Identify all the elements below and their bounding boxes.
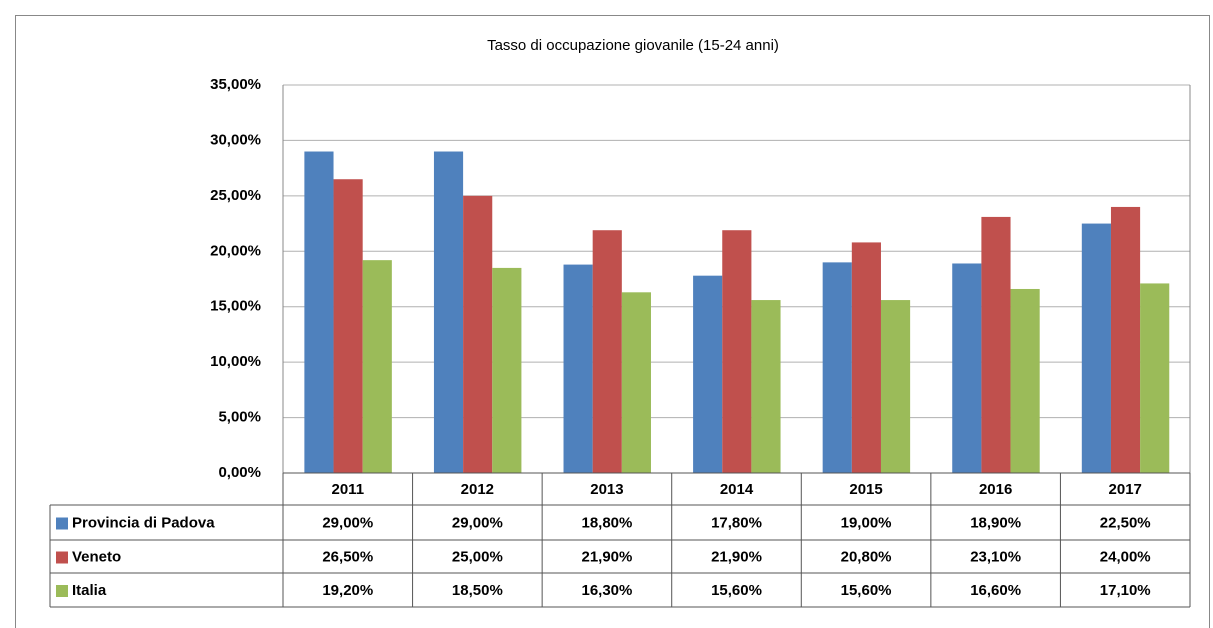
x-tick-label: 2015: [849, 481, 882, 498]
y-tick-label: 10,00%: [210, 353, 261, 370]
x-tick-label: 2012: [461, 481, 494, 498]
bar: [751, 300, 781, 473]
legend-label: Veneto: [72, 548, 121, 565]
bar: [1110, 206, 1141, 473]
bar: [304, 151, 334, 473]
bar: [981, 216, 1011, 474]
table-value: 17,80%: [711, 514, 762, 531]
bar: [952, 263, 982, 473]
table-value: 21,90%: [711, 548, 762, 565]
table-value: 17,10%: [1100, 582, 1151, 599]
table-value: 21,90%: [581, 548, 632, 565]
bar: [433, 151, 464, 473]
table-value: 19,00%: [841, 514, 892, 531]
table-value: 29,00%: [322, 514, 373, 531]
bar: [1010, 288, 1040, 473]
y-tick-label: 30,00%: [210, 131, 261, 148]
y-tick-label: 5,00%: [218, 409, 261, 426]
y-tick-label: 15,00%: [210, 298, 261, 315]
table-value: 19,20%: [322, 582, 373, 599]
legend-swatch: [56, 551, 68, 564]
table-value: 26,50%: [322, 548, 373, 565]
x-tick-label: 2017: [1109, 481, 1142, 498]
table-value: 15,60%: [841, 582, 892, 599]
legend-label: Provincia di Padova: [72, 514, 215, 531]
x-tick-label: 2016: [979, 481, 1012, 498]
table-value: 18,50%: [452, 582, 503, 599]
table-value: 29,00%: [452, 514, 503, 531]
bar: [563, 264, 593, 473]
bar: [722, 230, 752, 473]
x-tick-label: 2011: [332, 481, 365, 498]
legend-label: Italia: [72, 582, 107, 599]
table-value: 16,60%: [970, 582, 1021, 599]
bar: [592, 230, 622, 473]
chart-title: Tasso di occupazione giovanile (15-24 an…: [487, 37, 779, 54]
bar: [822, 262, 852, 473]
table-value: 25,00%: [452, 548, 503, 565]
x-tick-label: 2013: [590, 481, 623, 498]
table-value: 20,80%: [841, 548, 892, 565]
bar: [851, 242, 881, 473]
legend-swatch: [56, 517, 68, 530]
table-value: 23,10%: [970, 548, 1021, 565]
x-tick-label: 2014: [720, 481, 754, 498]
bar: [1140, 283, 1170, 473]
bar: [333, 179, 363, 473]
bar: [362, 260, 392, 473]
table-value: 18,80%: [581, 514, 632, 531]
y-tick-label: 0,00%: [218, 464, 261, 481]
table-value: 24,00%: [1100, 548, 1151, 565]
bar: [880, 300, 911, 473]
y-tick-label: 20,00%: [210, 242, 261, 259]
y-tick-label: 35,00%: [210, 76, 261, 93]
table-value: 18,90%: [970, 514, 1021, 531]
legend-swatch: [56, 585, 68, 597]
bar: [621, 292, 651, 473]
bar: [463, 195, 493, 473]
bar: [693, 275, 723, 473]
table-value: 22,50%: [1100, 514, 1151, 531]
y-tick-label: 25,00%: [210, 187, 261, 204]
table-value: 15,60%: [711, 582, 762, 599]
table-value: 16,30%: [581, 582, 632, 599]
bar: [1081, 223, 1111, 473]
bar: [492, 267, 522, 473]
